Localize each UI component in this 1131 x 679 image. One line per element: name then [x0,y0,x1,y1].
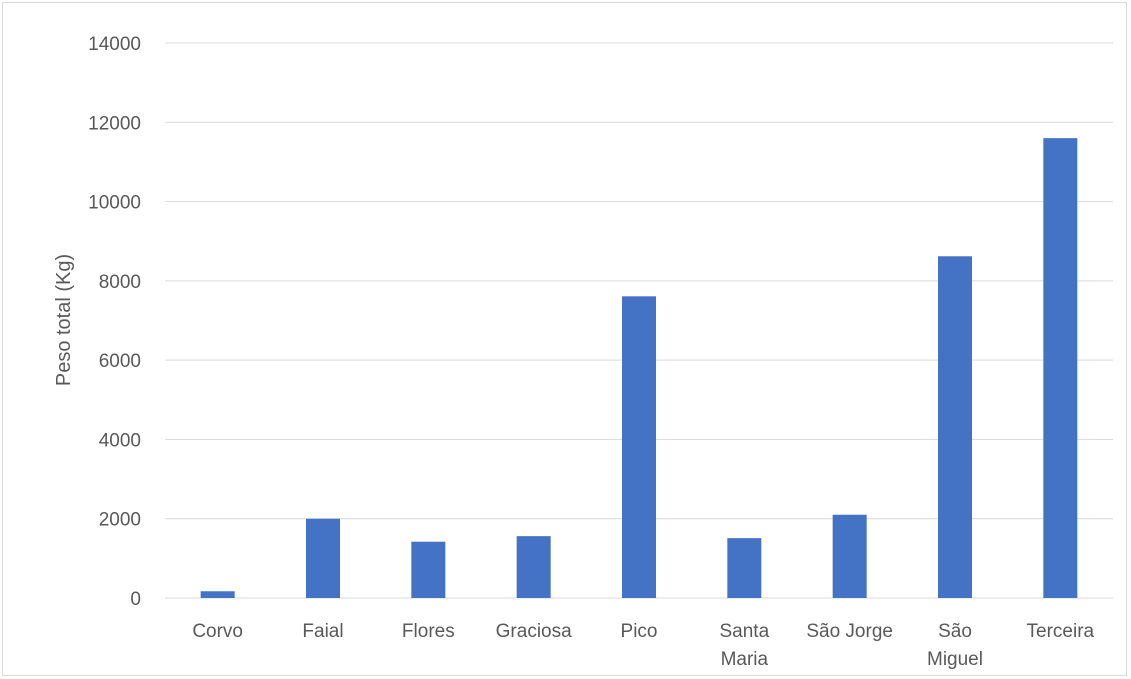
x-category-label: Graciosa [496,621,572,642]
x-category-label: São Miguel [927,621,983,670]
bar [306,518,340,598]
x-category-label: Faial [302,621,343,642]
x-category-label: Corvo [192,621,243,642]
bar [411,541,446,598]
y-tick-label: 6000 [99,351,141,372]
y-axis-title: Peso total (Kg) [53,254,75,386]
x-category-label: São Jorge [806,621,893,642]
bar [516,536,551,598]
bar [622,296,656,598]
y-tick-label: 0 [130,589,141,610]
y-tick-label: 4000 [99,430,141,451]
y-tick-label: 14000 [88,34,141,55]
bar [200,591,235,598]
y-tick-label: 8000 [99,272,141,293]
x-category-label: Santa Maria [720,621,770,670]
bar [832,514,867,598]
x-category-label: Pico [621,621,658,642]
x-category-label: Terceira [1027,621,1095,642]
bar [727,538,762,598]
x-axis-categories: Corvo Faial Flores Graciosa Pico Santa Maria Sã… [192,621,1094,670]
y-axis-ticks: 0 2000 4000 6000 8000 10000 12000 14000 [88,34,141,610]
x-category-label: Flores [402,621,455,642]
y-tick-label: 2000 [99,510,141,531]
bar [1043,138,1078,598]
bar [938,256,972,598]
bars [200,138,1078,598]
y-tick-label: 12000 [88,113,141,134]
y-tick-label: 10000 [88,193,141,214]
